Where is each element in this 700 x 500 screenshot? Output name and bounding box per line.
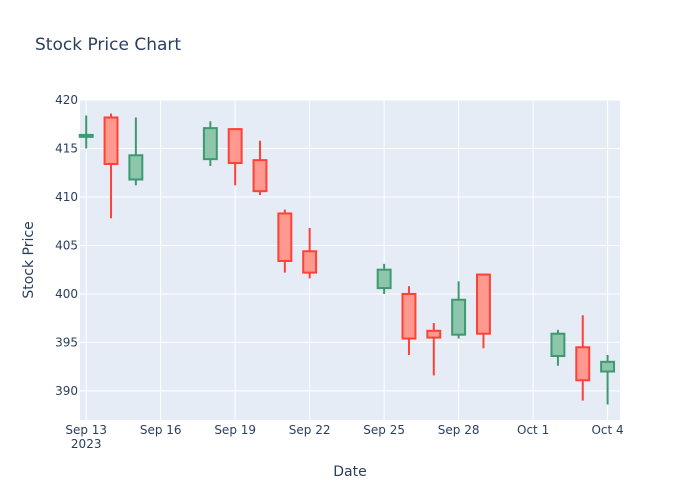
x-tick-label: Oct 1 [517,423,549,437]
y-tick-label: 400 [55,287,78,301]
candle-increasing[interactable] [600,355,616,405]
candles [78,113,616,405]
candle-body [103,116,119,165]
x-tick-label: Sep 16 [140,423,182,437]
candle-body [426,329,442,339]
y-tick-label: 390 [55,384,78,398]
candle-body [401,292,417,340]
x-tick-label: Sep 22 [289,423,331,437]
candle-increasing[interactable] [550,329,566,366]
candle-increasing[interactable] [376,263,392,294]
x-axis-title: Date [333,464,366,480]
candle-decreasing[interactable] [103,113,119,219]
candle-increasing[interactable] [128,117,144,186]
x-tick-label: Sep 13 [65,423,107,437]
candle-body [202,127,218,161]
candle-decreasing[interactable] [401,286,417,356]
y-tick-label: 405 [55,238,78,252]
candle-increasing[interactable] [78,115,94,149]
candle-decreasing[interactable] [475,273,491,349]
x-tick-label: Oct 4 [591,423,623,437]
candle-increasing[interactable] [202,121,218,166]
x-tick-label: Sep 25 [363,423,405,437]
y-tick-label: 415 [55,141,78,155]
candle-body [252,159,268,193]
y-tick-label: 395 [55,335,78,349]
candle-decreasing[interactable] [227,128,243,186]
candle-body [128,154,144,181]
candle-decreasing[interactable] [277,209,293,273]
candle-body [277,212,293,262]
y-tick-label: 420 [55,93,78,107]
candle-increasing[interactable] [451,281,467,339]
candle-body [575,346,591,382]
candle-body [451,298,467,336]
y-axis-title: Stock Price [21,221,37,298]
x-tick-label: Sep 19 [214,423,256,437]
candle-decreasing[interactable] [252,140,268,196]
candle-body [227,128,243,165]
candle-body [475,273,491,335]
x-tick-label: Sep 28 [438,423,480,437]
y-axis: 390 395 400 405 410 415 420 [55,93,78,398]
y-tick-label: 410 [55,190,78,204]
plot-area [80,100,620,420]
candle-decreasing[interactable] [302,228,318,279]
chart-title: Stock Price Chart [35,35,181,55]
x-tick-year-label: 2023 [71,437,102,451]
candle-decreasing[interactable] [575,315,591,401]
candle-body [550,332,566,357]
candle-body [78,133,94,138]
candle-decreasing[interactable] [426,323,442,376]
candle-body [600,360,616,373]
candle-body [376,268,392,290]
candle-body [302,250,318,274]
